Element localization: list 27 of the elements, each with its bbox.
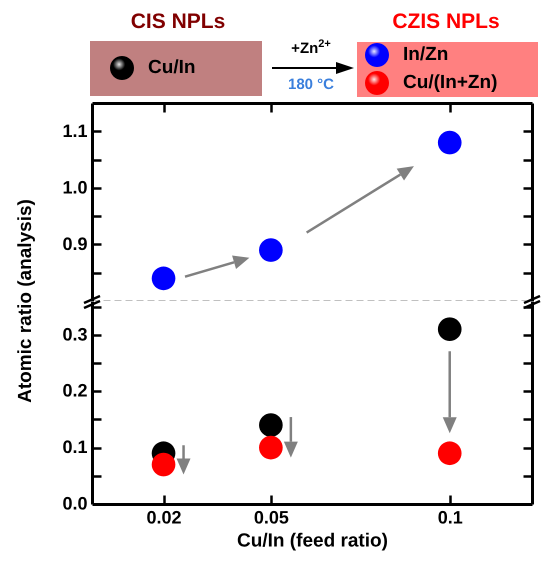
text: CIS NPLs	[130, 10, 226, 34]
point	[438, 130, 462, 154]
x-axis-title: Cu/In (feed ratio)	[237, 530, 388, 552]
point	[259, 413, 283, 437]
text: 180 °C	[288, 76, 334, 93]
y-tick-label: 0.9	[62, 234, 88, 254]
y-axis-title: Atomic ratio (analysis)	[15, 199, 37, 403]
text: CZIS NPLs	[392, 10, 500, 34]
point	[259, 436, 283, 460]
text: +Zn$^{2+}$	[291, 38, 331, 57]
legend-label: Cu/(In+Zn)	[403, 72, 498, 94]
point	[152, 266, 176, 290]
y-tick-label: 1.1	[62, 120, 88, 141]
y-tick-label: 0.1	[62, 437, 88, 458]
point	[438, 317, 462, 342]
y-tick-label: 1.0	[62, 177, 88, 198]
y-tick-label: 0.2	[62, 380, 88, 401]
y-tick-label: 0.3	[62, 324, 88, 344]
point	[438, 441, 462, 466]
x-tick-label: 0.1	[438, 508, 463, 528]
x-tick-label: 0.05	[254, 508, 289, 528]
y-tick-label: 0.0	[62, 494, 88, 514]
legend-label: In/Zn	[403, 44, 448, 66]
point	[259, 238, 283, 262]
legend-label: Cu/In	[148, 57, 196, 79]
point	[152, 452, 176, 476]
x-tick-label: 0.02	[146, 508, 182, 528]
